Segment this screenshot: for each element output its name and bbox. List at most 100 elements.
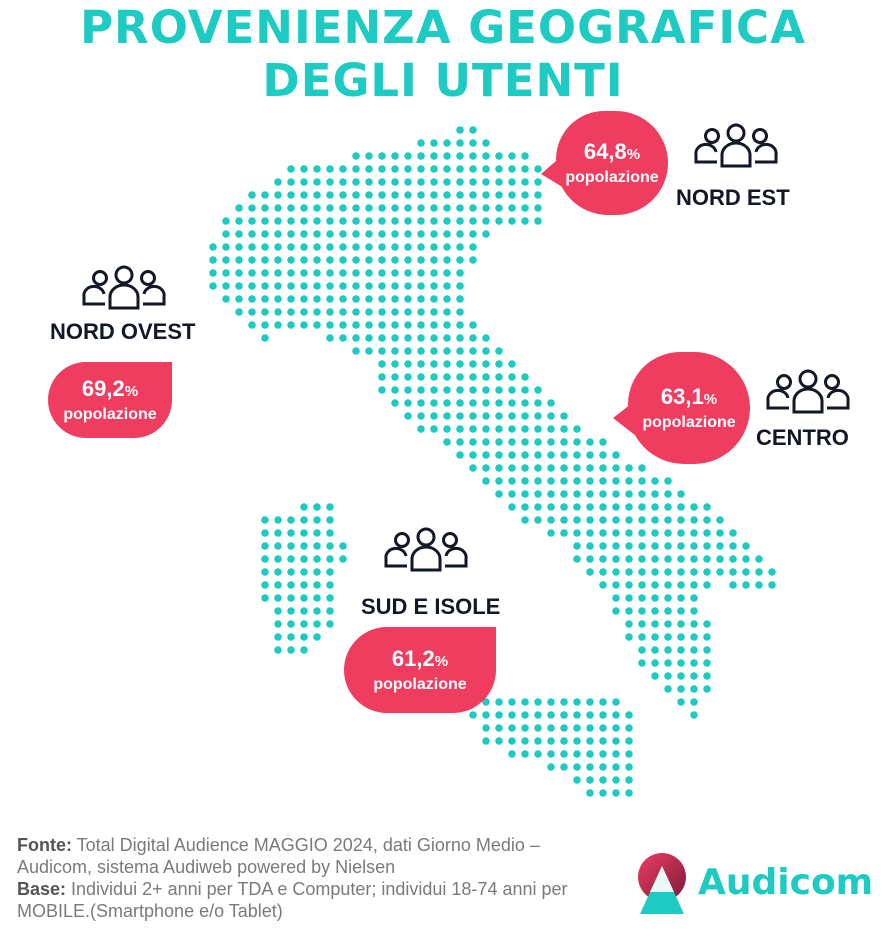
map-dot: [430, 204, 438, 212]
map-dot: [326, 178, 334, 186]
map-dot: [235, 308, 243, 316]
map-dot: [547, 750, 555, 758]
map-dot: [300, 204, 308, 212]
map-dot: [287, 308, 295, 316]
map-dot: [404, 217, 412, 225]
map-dot: [547, 516, 555, 524]
map-dot: [287, 620, 295, 628]
map-dot: [521, 737, 529, 745]
map-dot: [300, 178, 308, 186]
map-dot: [300, 542, 308, 550]
map-dot: [495, 217, 503, 225]
map-dot: [235, 295, 243, 303]
map-dot: [534, 451, 542, 459]
map-dot: [495, 204, 503, 212]
map-dot: [547, 477, 555, 485]
map-dot: [443, 230, 451, 238]
map-dot: [313, 633, 321, 641]
map-dot: [391, 347, 399, 355]
map-dot: [729, 555, 737, 563]
map-dot: [456, 152, 464, 160]
map-dot: [456, 438, 464, 446]
map-dot: [248, 269, 256, 277]
map-dot: [261, 594, 269, 602]
map-dot: [651, 633, 659, 641]
map-dot: [417, 191, 425, 199]
map-dot: [430, 243, 438, 251]
map-dot: [469, 399, 477, 407]
map-dot: [274, 555, 282, 563]
map-dot: [716, 555, 724, 563]
map-dot: [378, 360, 386, 368]
map-dot: [482, 724, 490, 732]
map-dot: [469, 230, 477, 238]
map-dot: [443, 165, 451, 173]
map-dot: [261, 230, 269, 238]
map-dot: [586, 477, 594, 485]
map-dot: [456, 204, 464, 212]
map-dot: [638, 490, 646, 498]
map-dot: [339, 269, 347, 277]
map-dot: [677, 646, 685, 654]
map-dot: [508, 711, 516, 719]
map-dot: [521, 386, 529, 394]
map-dot: [235, 282, 243, 290]
map-dot: [651, 490, 659, 498]
map-dot: [417, 334, 425, 342]
map-dot: [274, 542, 282, 550]
map-dot: [625, 776, 633, 784]
map-dot: [443, 191, 451, 199]
map-dot: [612, 568, 620, 576]
map-dot: [443, 399, 451, 407]
map-dot: [456, 373, 464, 381]
map-dot: [534, 503, 542, 511]
map-dot: [651, 503, 659, 511]
map-dot: [391, 243, 399, 251]
map-dot: [365, 178, 373, 186]
map-dot: [417, 230, 425, 238]
map-dot: [651, 659, 659, 667]
map-dot: [703, 646, 711, 654]
map-dot: [495, 152, 503, 160]
map-dot: [703, 659, 711, 667]
map-dot: [287, 230, 295, 238]
map-dot: [261, 295, 269, 303]
map-dot: [495, 451, 503, 459]
map-dot: [508, 217, 516, 225]
map-dot: [482, 399, 490, 407]
map-dot: [573, 464, 581, 472]
map-dot: [404, 256, 412, 264]
map-dot: [586, 568, 594, 576]
map-dot: [456, 139, 464, 147]
bubble-centro: 63,1% popolazione: [628, 352, 750, 464]
map-dot: [508, 360, 516, 368]
map-dot: [326, 568, 334, 576]
map-dot: [625, 568, 633, 576]
map-dot: [430, 269, 438, 277]
map-dot: [391, 256, 399, 264]
map-dot: [287, 256, 295, 264]
map-dot: [274, 321, 282, 329]
map-dot: [599, 711, 607, 719]
map-dot: [651, 581, 659, 589]
map-dot: [352, 230, 360, 238]
people-group-icon: [384, 527, 468, 572]
map-dot: [625, 737, 633, 745]
map-dot: [352, 321, 360, 329]
map-dot: [209, 269, 217, 277]
map-dot: [326, 165, 334, 173]
map-dot: [417, 295, 425, 303]
map-dot: [521, 373, 529, 381]
map-dot: [417, 399, 425, 407]
map-dot: [599, 542, 607, 550]
map-dot: [521, 464, 529, 472]
map-dot: [534, 399, 542, 407]
map-dot: [599, 529, 607, 537]
map-dot: [521, 698, 529, 706]
map-dot: [573, 750, 581, 758]
map-dot: [235, 217, 243, 225]
map-dot: [365, 295, 373, 303]
value-unit: %: [703, 390, 718, 408]
map-dot: [326, 555, 334, 563]
map-dot: [599, 516, 607, 524]
